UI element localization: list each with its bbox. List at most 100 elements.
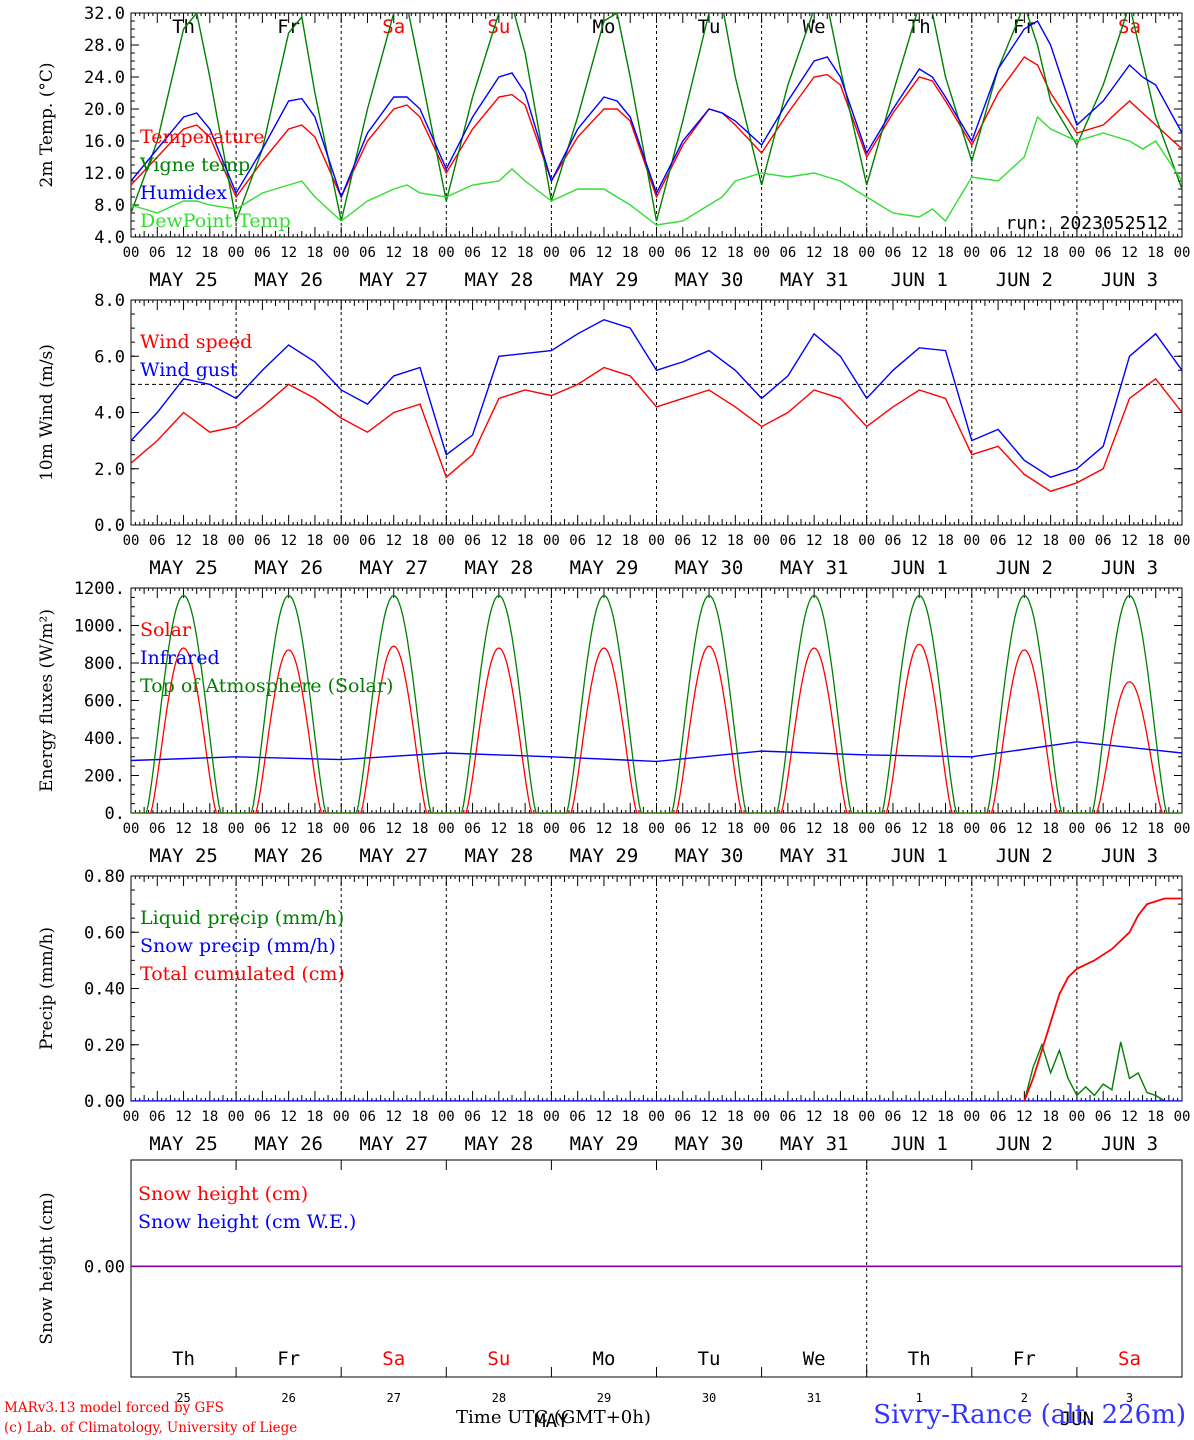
weekday-label: Su (487, 1348, 510, 1370)
x-hour-label: 00 (753, 533, 770, 549)
weekday-label: Th (908, 1348, 931, 1370)
x-hour-label: 06 (1095, 1109, 1112, 1125)
day-number-label: 25 (176, 1391, 190, 1405)
weekday-label: Mo (593, 1348, 616, 1370)
x-date-label: MAY 27 (359, 269, 428, 291)
x-hour-label: 06 (464, 821, 481, 837)
x-hour-label: 12 (175, 821, 192, 837)
panel-5: 0.00 Snow height (cm) Th Fr Sa Su Mo Tu We Th Fr Sa… (37, 1159, 1183, 1432)
x-hour-label: 00 (963, 1109, 980, 1125)
x-hour-label: 18 (1147, 245, 1164, 261)
x-hour-label: 18 (1147, 821, 1164, 837)
x-hour-label: 18 (306, 1109, 323, 1125)
x-hour-label: 06 (569, 245, 586, 261)
series-wind-gust (131, 318, 1182, 478)
x-hour-label: 18 (622, 821, 639, 837)
x-hour-label: 00 (1174, 533, 1191, 549)
day-number-label: 29 (597, 1391, 611, 1405)
y-tick-label: 20.0 (84, 100, 125, 120)
x-hour-label: 00 (1174, 821, 1191, 837)
x-hour-label: 06 (779, 245, 796, 261)
x-hour-label: 00 (753, 1109, 770, 1125)
x-date-label: MAY 26 (254, 269, 323, 291)
x-hour-label: 06 (464, 1109, 481, 1125)
x-hour-label: 12 (911, 1109, 928, 1125)
x-hour-label: 00 (438, 1109, 455, 1125)
x-hour-label: 12 (911, 821, 928, 837)
x-hour-label: 12 (175, 245, 192, 261)
x-hour-label: 06 (674, 245, 691, 261)
legend-entry: Snow height (cm W.E.) (138, 1211, 356, 1233)
x-hour-label: 12 (280, 245, 297, 261)
x-hour-label: 00 (963, 245, 980, 261)
x-hour-label: 06 (149, 245, 166, 261)
weekday-label: Th (908, 16, 931, 38)
x-hour-label: 06 (674, 533, 691, 549)
legend-entry: Wind gust (140, 359, 238, 381)
x-date-label: MAY 28 (465, 845, 534, 867)
x-date-label: JUN 3 (1101, 269, 1158, 291)
x-hour-label: 06 (149, 821, 166, 837)
x-hour-label: 00 (123, 533, 140, 549)
month-label: JUN (1060, 1408, 1094, 1430)
x-hour-label: 12 (596, 1109, 613, 1125)
legend-entry: Infrared (140, 647, 220, 669)
day-number-label: 31 (807, 1391, 821, 1405)
x-hour-label: 12 (596, 821, 613, 837)
series-top-of-atmosphere-solar- (131, 594, 1182, 813)
series-infrared (131, 741, 1182, 763)
x-hour-label: 18 (832, 1109, 849, 1125)
x-hour-label: 00 (333, 1109, 350, 1125)
x-hour-label: 06 (569, 533, 586, 549)
x-hour-label: 00 (753, 821, 770, 837)
x-hour-label: 18 (1042, 533, 1059, 549)
x-hour-label: 06 (1095, 245, 1112, 261)
legend-entry: Snow precip (mm/h) (140, 935, 336, 957)
x-hour-label: 06 (359, 533, 376, 549)
x-date-label: MAY 29 (570, 557, 639, 579)
y-tick-label: 4.0 (94, 228, 125, 248)
x-hour-label: 12 (385, 821, 402, 837)
x-hour-label: 00 (543, 533, 560, 549)
x-date-label: MAY 31 (780, 1133, 849, 1155)
x-date-label: JUN 3 (1101, 1133, 1158, 1155)
weekday-label: Sa (1118, 16, 1141, 38)
x-hour-label: 06 (779, 821, 796, 837)
x-hour-label: 12 (701, 533, 718, 549)
x-hour-label: 00 (1068, 821, 1085, 837)
x-hour-label: 00 (858, 245, 875, 261)
x-hour-label: 12 (490, 1109, 507, 1125)
y-tick-label: 200. (84, 767, 125, 787)
x-hour-label: 18 (1147, 1109, 1164, 1125)
x-hour-label: 12 (596, 245, 613, 261)
x-date-label: MAY 27 (359, 1133, 428, 1155)
x-hour-label: 12 (385, 1109, 402, 1125)
x-hour-label: 00 (228, 245, 245, 261)
credit-line-1: MARv3.13 model forced by GFS (4, 1400, 224, 1416)
x-date-label: MAY 30 (675, 269, 744, 291)
y-tick-label: 32.0 (84, 4, 125, 24)
x-date-label: MAY 30 (675, 1133, 744, 1155)
series-group (131, 13, 1182, 226)
x-hour-label: 18 (937, 245, 954, 261)
panel-4: 0.00 0.20 0.40 0.60 0.80 Precip (mm/h) 00 06 12 1… (37, 867, 1190, 1155)
x-hour-label: 06 (254, 821, 271, 837)
x-hour-label: 00 (648, 533, 665, 549)
credit-line-2: (c) Lab. of Climatology, University of L… (4, 1420, 298, 1436)
x-hour-label: 12 (280, 533, 297, 549)
x-date-label: JUN 1 (891, 845, 948, 867)
x-hour-label: 12 (806, 533, 823, 549)
x-date-label: MAY 25 (149, 845, 218, 867)
weekday-label: Fr (1013, 16, 1036, 38)
x-hour-label: 06 (464, 533, 481, 549)
x-hour-label: 06 (674, 1109, 691, 1125)
x-hour-label: 12 (701, 245, 718, 261)
y-tick-label: 0.00 (84, 1257, 125, 1277)
x-hour-label: 00 (228, 821, 245, 837)
x-hour-label: 00 (438, 821, 455, 837)
x-date-label: MAY 27 (359, 845, 428, 867)
x-hour-label: 18 (517, 533, 534, 549)
x-date-label: MAY 25 (149, 557, 218, 579)
y-tick-label: 0.0 (94, 516, 125, 536)
